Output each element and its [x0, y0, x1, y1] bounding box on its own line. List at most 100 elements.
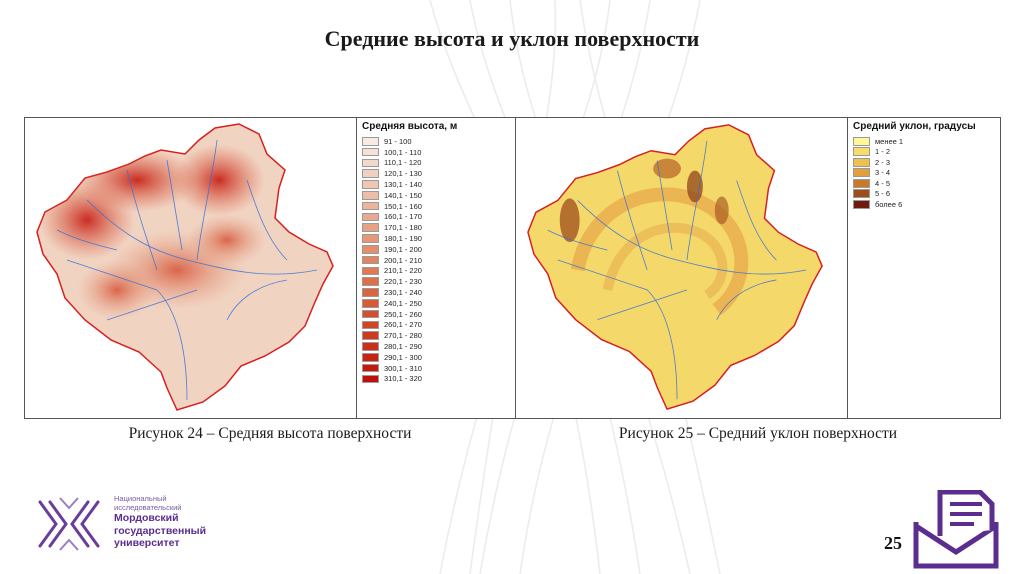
- university-name: Национальный исследовательский Мордовски…: [114, 494, 207, 550]
- legend-item: 120,1 - 130: [357, 168, 515, 179]
- legend-label: 300,1 - 310: [384, 363, 422, 373]
- legend-label: 260,1 - 270: [384, 320, 422, 330]
- slide-title: Средние высота и уклон поверхности: [324, 26, 700, 51]
- legend-item: 130,1 - 140: [357, 179, 515, 190]
- legend-label: 270,1 - 280: [384, 331, 422, 341]
- legend-swatch: [853, 178, 870, 188]
- legend-label: 2 - 3: [875, 157, 891, 167]
- legend-swatch: [362, 223, 379, 233]
- elevation-legend: Средняя высота, м 91 - 100 100,1 - 110 110…: [356, 118, 515, 418]
- legend-swatch: [362, 191, 379, 200]
- region-shape: [527, 124, 823, 411]
- legend-label: 250,1 - 260: [384, 309, 422, 319]
- legend-item: 200,1 - 210: [357, 255, 515, 266]
- legend-item: 160,1 - 170: [357, 212, 515, 223]
- legend-item: 100,1 - 110: [357, 147, 515, 158]
- legend-label: 280,1 - 290: [384, 342, 422, 352]
- legend-item: 210,1 - 220: [357, 266, 515, 277]
- legend-swatch: [853, 136, 870, 146]
- legend-item: 280,1 - 290: [357, 341, 515, 352]
- legend-item: 2 - 3: [848, 157, 1000, 168]
- legend-swatch: [362, 299, 379, 308]
- legend-swatch: [362, 255, 379, 265]
- legend-label: 230,1 - 240: [384, 288, 422, 298]
- legend-item: 190,1 - 200: [357, 244, 515, 255]
- legend-label: 160,1 - 170: [384, 212, 422, 222]
- legend-item: 150,1 - 160: [357, 201, 515, 212]
- legend-label: 210,1 - 220: [384, 266, 422, 276]
- university-line2: исследовательский: [114, 502, 182, 512]
- legend-item: 230,1 - 240: [357, 287, 515, 298]
- legend-item: менее 1: [848, 136, 1000, 147]
- legend-item: 290,1 - 300: [357, 352, 515, 363]
- legend-swatch: [362, 288, 379, 297]
- legend-item: 140,1 - 150: [357, 190, 515, 201]
- legend-swatch: [362, 234, 379, 243]
- university-line4: государственный: [114, 524, 207, 537]
- page-number: 25: [884, 533, 902, 553]
- legend-label: 190,1 - 200: [384, 244, 422, 254]
- legend-item: более 6: [848, 199, 1000, 210]
- legend-label: 170,1 - 180: [384, 223, 422, 233]
- university-line5: университет: [114, 537, 180, 549]
- legend-swatch: [362, 353, 379, 362]
- legend-label: 150,1 - 160: [384, 201, 422, 211]
- legend-swatch: [362, 374, 379, 384]
- legend-swatch: [362, 147, 379, 157]
- legend-swatch: [362, 309, 379, 319]
- legend-swatch: [362, 212, 379, 222]
- legend-swatch: [362, 201, 379, 211]
- legend-item: 260,1 - 270: [357, 320, 515, 331]
- legend-label: 110,1 - 120: [384, 158, 422, 168]
- legend-swatch: [362, 137, 379, 146]
- legend-swatch: [853, 168, 870, 178]
- legend-label: более 6: [875, 199, 903, 209]
- figure-caption-right: Рисунок 25 – Средний уклон поверхности: [618, 425, 898, 442]
- legend-label: 180,1 - 190: [384, 234, 422, 244]
- legend-label: 220,1 - 230: [384, 277, 422, 287]
- legend-swatch: [362, 180, 379, 189]
- legend-swatch: [362, 320, 379, 330]
- legend-item: 1 - 2: [848, 147, 1000, 158]
- legend-label: 140,1 - 150: [384, 190, 422, 200]
- figure-caption-left: Рисунок 24 – Средняя высота поверхности: [128, 425, 412, 442]
- legend-title: Средняя высота, м: [362, 121, 458, 132]
- legend-label: 3 - 4: [875, 168, 891, 178]
- legend-item: 5 - 6: [848, 189, 1000, 200]
- legend-item: 3 - 4: [848, 168, 1000, 179]
- legend-item: 110,1 - 120: [357, 158, 515, 169]
- legend-label: 310,1 - 320: [384, 374, 422, 384]
- legend-item: 180,1 - 190: [357, 233, 515, 244]
- legend-label: 200,1 - 210: [384, 255, 422, 265]
- legend-item: 270,1 - 280: [357, 330, 515, 341]
- legend-label: 290,1 - 300: [384, 352, 422, 362]
- legend-swatch: [362, 266, 379, 276]
- legend-item: 250,1 - 260: [357, 309, 515, 320]
- legend-item: 91 - 100: [357, 136, 515, 147]
- legend-label: 240,1 - 250: [384, 298, 422, 308]
- legend-swatch: [362, 363, 379, 373]
- legend-swatch: [362, 158, 379, 168]
- legend-label: менее 1: [875, 136, 904, 146]
- legend-item: 220,1 - 230: [357, 276, 515, 287]
- legend-swatch: [853, 199, 870, 209]
- slope-map: [527, 124, 823, 411]
- legend-swatch: [362, 342, 379, 351]
- legend-swatch: [362, 331, 379, 341]
- university-logo-icon: [38, 497, 100, 551]
- elevation-map: [36, 123, 334, 411]
- legend-swatch: [853, 157, 870, 167]
- legend-label: 1 - 2: [875, 147, 891, 157]
- legend-item: 170,1 - 180: [357, 222, 515, 233]
- legend-item: 300,1 - 310: [357, 363, 515, 374]
- legend-item: 310,1 - 320: [357, 374, 515, 385]
- university-line1: Национальный: [114, 494, 167, 503]
- legend-item: 4 - 5: [848, 178, 1000, 189]
- legend-swatch: [853, 189, 870, 199]
- legend-label: 120,1 - 130: [384, 169, 422, 179]
- envelope-document-icon: [913, 490, 999, 569]
- legend-swatch: [362, 245, 379, 254]
- university-line3: Мордовский: [114, 512, 179, 524]
